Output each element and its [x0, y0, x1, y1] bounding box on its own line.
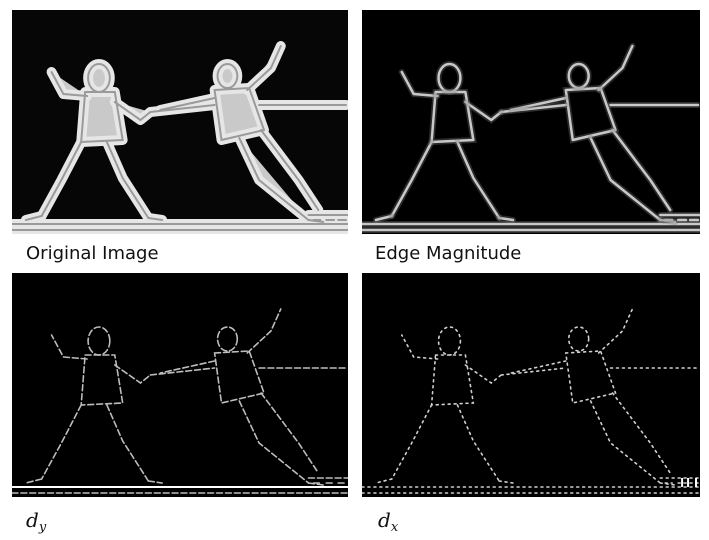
original-image — [12, 10, 348, 234]
caption-edge-magnitude: Edge Magnitude — [375, 243, 521, 264]
caption-dx-sub: x — [391, 520, 398, 535]
dx-gradient-image — [362, 273, 700, 497]
caption-dy-base: d — [26, 508, 39, 532]
caption-dy: dy — [26, 508, 46, 535]
dy-gradient-image — [12, 273, 348, 497]
caption-dx: dx — [378, 508, 398, 535]
caption-dy-sub: y — [39, 520, 46, 535]
caption-original-image: Original Image — [26, 243, 159, 264]
caption-dx-base: d — [378, 508, 391, 532]
edge-magnitude-image — [362, 10, 700, 234]
